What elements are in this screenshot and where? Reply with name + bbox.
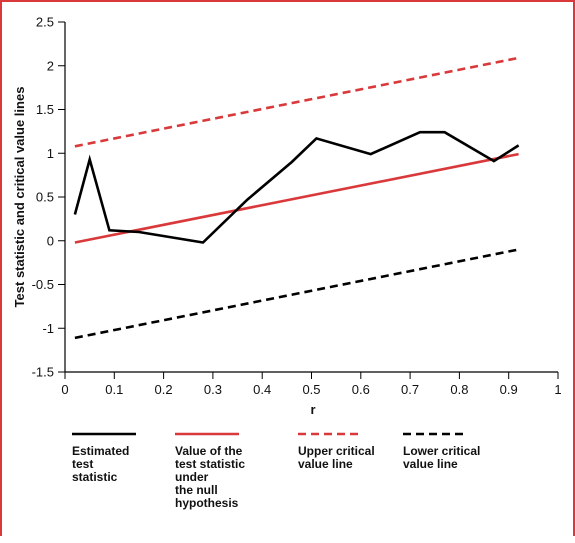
x-tick-label: 0.8 xyxy=(450,382,468,397)
legend-label: test statistic xyxy=(175,457,245,471)
x-tick-label: 0.6 xyxy=(352,382,370,397)
y-tick-label: 1.5 xyxy=(36,102,54,117)
axes: -1.5 -1 -0.5 0 0.5 1 1.5 2 2.5 0 0.1 0.2 0.3 0.4 0.5 0.… xyxy=(32,15,562,398)
x-axis-title: r xyxy=(310,402,315,417)
y-tick-label: 2 xyxy=(47,58,54,73)
legend-label: value line xyxy=(403,457,458,471)
legend-label: statistic xyxy=(72,470,118,484)
y-tick-label: 0 xyxy=(47,233,54,248)
y-tick-label: -1.5 xyxy=(32,365,54,380)
y-tick-label: 1 xyxy=(47,146,54,161)
y-tick-label: 2.5 xyxy=(36,15,54,30)
series-line-0 xyxy=(73,130,520,244)
y-tick-label: -1 xyxy=(42,321,54,336)
y-tick-label: -0.5 xyxy=(32,277,54,292)
legend-label: Upper critical xyxy=(298,444,375,458)
legend-label: hypothesis xyxy=(175,496,239,510)
x-tick-label: 0.7 xyxy=(401,382,419,397)
legend-label: Estimated xyxy=(72,444,129,458)
legend-label: under xyxy=(175,470,209,484)
legend-label: value line xyxy=(298,457,353,471)
legend-label: Lower critical xyxy=(403,444,480,458)
legend-label: Value of the xyxy=(175,444,243,458)
x-tick-label: 0.2 xyxy=(155,382,173,397)
x-tick-label: 1 xyxy=(554,382,561,397)
y-axis-title: Test statistic and critical value lines xyxy=(12,87,27,308)
legend-label: the null xyxy=(175,483,218,497)
y-tick-label: 0.5 xyxy=(36,190,54,205)
x-tick-label: 0.3 xyxy=(204,382,222,397)
x-tick-label: 0 xyxy=(61,382,68,397)
series-line-3 xyxy=(74,248,519,340)
series-line-1 xyxy=(74,152,519,244)
x-tick-label: 0.5 xyxy=(302,382,320,397)
x-tick-label: 0.9 xyxy=(500,382,518,397)
series-line-2 xyxy=(74,56,519,148)
legend-label: test xyxy=(72,457,93,471)
series-layer xyxy=(73,56,520,340)
x-tick-label: 0.1 xyxy=(105,382,123,397)
x-tick-label: 0.4 xyxy=(253,382,271,397)
